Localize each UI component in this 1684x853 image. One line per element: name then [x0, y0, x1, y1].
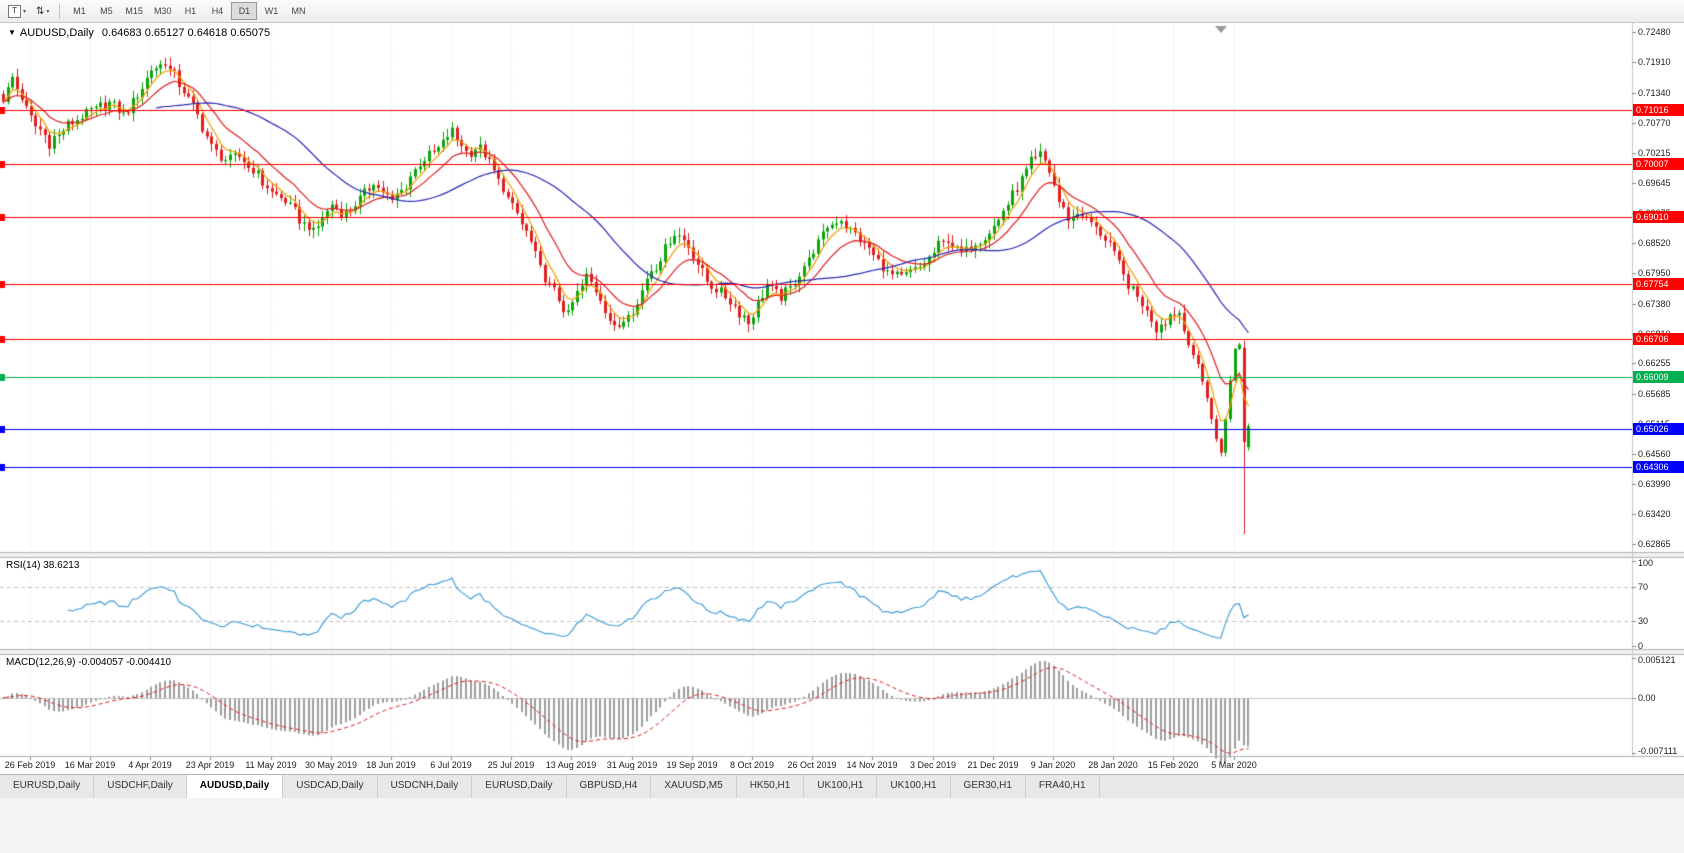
- scale-toggle-button[interactable]: ⇅ ▾: [32, 2, 53, 20]
- chart-tab-11-ger30-h1[interactable]: GER30,H1: [951, 775, 1026, 798]
- window-filler: [0, 797, 1684, 853]
- timeframe-w1-button[interactable]: W1: [258, 2, 284, 20]
- timeframe-m5-button[interactable]: M5: [93, 2, 119, 20]
- timeframe-m15-button[interactable]: M15: [120, 2, 148, 20]
- chevron-down-icon: ▾: [46, 8, 50, 15]
- chart-canvas[interactable]: [0, 0, 1684, 775]
- chart-tab-2-audusd-daily[interactable]: AUDUSD,Daily: [186, 775, 284, 798]
- rsi-indicator-label: RSI(14) 38.6213: [6, 560, 80, 571]
- timeframe-h4-button[interactable]: H4: [204, 2, 230, 20]
- price-axis[interactable]: [1632, 22, 1684, 756]
- chart-tab-8-hk50-h1[interactable]: HK50,H1: [737, 775, 805, 798]
- symbol-label: AUDUSD,Daily: [19, 27, 94, 39]
- chart-tab-5-eurusd-daily[interactable]: EURUSD,Daily: [472, 775, 567, 798]
- collapse-arrow-icon: ▼: [8, 28, 16, 37]
- chart-tab-1-usdchf-daily[interactable]: USDCHF,Daily: [94, 775, 187, 798]
- chart-tab-4-usdcnh-daily[interactable]: USDCNH,Daily: [378, 775, 473, 798]
- timeframe-buttons: M1 M5 M15 M30 H1 H4 D1 W1 MN: [66, 2, 311, 20]
- arrows-updown-icon: ⇅: [36, 5, 45, 17]
- ohlc-values: 0.64683 0.65127 0.64618 0.65075: [101, 27, 271, 39]
- timeframe-mn-button[interactable]: MN: [285, 2, 311, 20]
- chevron-down-icon: ▾: [23, 8, 27, 15]
- chart-template-icon: T: [8, 4, 21, 18]
- top-toolbar: T ▾ ⇅ ▾ M1 M5 M15 M30 H1 H4 D1 W1 MN: [0, 0, 1684, 23]
- timeframe-m30-button[interactable]: M30: [149, 2, 177, 20]
- timeframe-m1-button[interactable]: M1: [66, 2, 92, 20]
- chart-tab-bar: EURUSD,Daily USDCHF,Daily AUDUSD,Daily USDC…: [0, 774, 1684, 798]
- chart-tab-6-gbpusd-h4[interactable]: GBPUSD,H4: [567, 775, 652, 798]
- time-axis[interactable]: [0, 756, 1632, 774]
- timeframe-h1-button[interactable]: H1: [177, 2, 203, 20]
- chart-tab-0-eurusd-daily[interactable]: EURUSD,Daily: [0, 775, 95, 798]
- chart-tab-3-usdcad-daily[interactable]: USDCAD,Daily: [283, 775, 378, 798]
- chart-tab-10-uk100-h1[interactable]: UK100,H1: [877, 775, 951, 798]
- chart-title: ▼ AUDUSD,Daily 0.64683 0.65127 0.64618 0.6…: [8, 27, 270, 39]
- macd-indicator-label: MACD(12,26,9) -0.004057 -0.004410: [6, 657, 172, 668]
- chart-tab-7-xauusd-m5[interactable]: XAUUSD,M5: [651, 775, 737, 798]
- toolbar-separator: [59, 3, 61, 19]
- chart-template-button[interactable]: T ▾: [4, 2, 30, 20]
- chart-tab-9-uk100-h1[interactable]: UK100,H1: [804, 775, 878, 798]
- timeframe-d1-button[interactable]: D1: [231, 2, 258, 20]
- chart-tab-12-fra40-h1[interactable]: FRA40,H1: [1026, 775, 1100, 798]
